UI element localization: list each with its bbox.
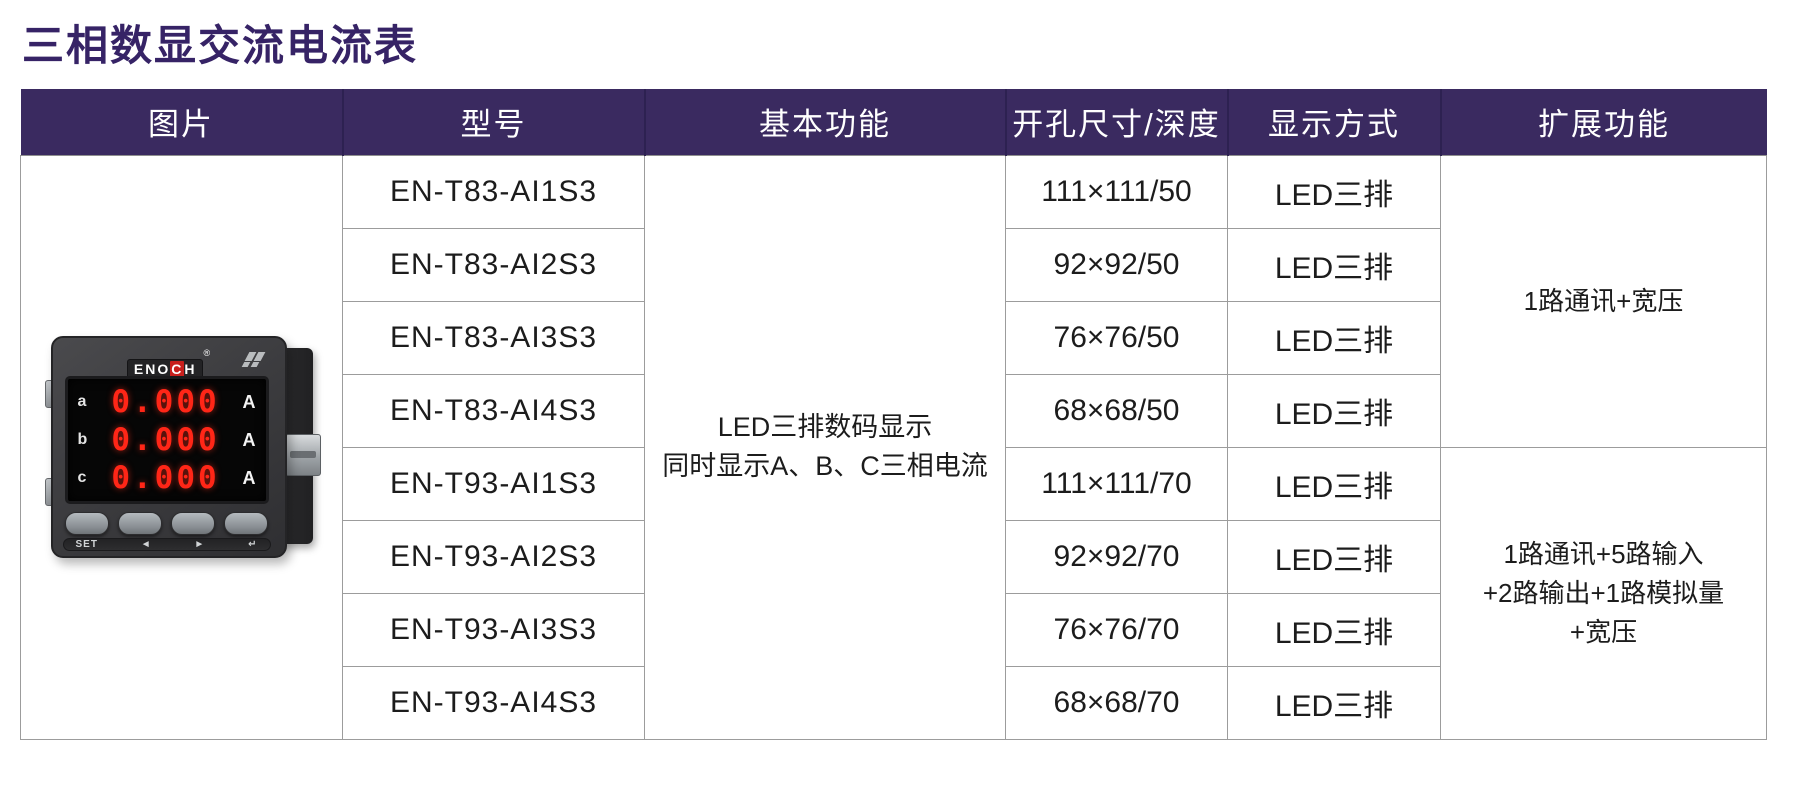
enter-arrow-icon: ↵ bbox=[248, 538, 258, 550]
col-header-model: 型号 bbox=[341, 89, 645, 156]
table-row: EN-T93-AI4S3 68×68/70 LED三排 bbox=[21, 665, 1767, 740]
col-header-display-mode: 显示方式 bbox=[1226, 89, 1441, 156]
meter-logo-row: ENOCH® bbox=[67, 348, 271, 380]
col-header-extended-function: 扩展功能 bbox=[1439, 89, 1767, 156]
table-row: EN-T93-AI1S3 111×111/70 LED三排 1路通讯+5路输入 … bbox=[21, 446, 1767, 740]
cell-size: 92×92/50 bbox=[1005, 227, 1228, 302]
cell-display: LED三排 bbox=[1227, 665, 1441, 740]
cell-size: 76×76/50 bbox=[1005, 300, 1228, 375]
table-row: EN-T83-AI4S3 68×68/50 LED三排 bbox=[21, 373, 1767, 448]
meter-button-row bbox=[64, 512, 269, 535]
cell-size: 92×92/70 bbox=[1005, 519, 1228, 594]
cell-extended-function-group2: 1路通讯+5路输入 +2路输出+1路模拟量 +宽压 bbox=[1440, 446, 1767, 740]
led-value: 0.000 bbox=[111, 422, 220, 458]
cell-model: EN-T93-AI2S3 bbox=[342, 519, 645, 594]
table-row: EN-T83-AI3S3 76×76/50 LED三排 bbox=[21, 300, 1767, 375]
cell-size: 111×111/70 bbox=[1005, 446, 1228, 521]
meter-label-strip: SET ◄ ► ↵ bbox=[62, 538, 271, 551]
cell-extended-function-group1: 1路通讯+宽压 bbox=[1440, 154, 1767, 448]
table-row: EN-T93-AI3S3 76×76/70 LED三排 bbox=[21, 592, 1767, 667]
display-row-b: b 0.000 A bbox=[78, 422, 256, 458]
table-row: EN-T83-AI2S3 92×92/50 LED三排 bbox=[21, 227, 1767, 302]
table-row: ENOCH® a 0.000 A b bbox=[20, 154, 1767, 740]
basic-function-line: LED三排数码显示 bbox=[717, 411, 933, 442]
cell-display: LED三排 bbox=[1227, 154, 1441, 229]
cell-size: 76×76/70 bbox=[1005, 592, 1228, 667]
cell-model: EN-T83-AI2S3 bbox=[342, 227, 645, 302]
product-meter-image: ENOCH® a 0.000 A b bbox=[44, 336, 321, 558]
meter-clip-notch bbox=[289, 451, 316, 458]
phase-label: a bbox=[77, 393, 87, 410]
meter-led-display: a 0.000 A b 0.000 A c 0.000 bbox=[64, 376, 269, 504]
cell-size: 68×68/50 bbox=[1005, 373, 1228, 448]
page-title: 三相数显交流电流表 bbox=[22, 22, 419, 69]
extended-function-line: 1路通讯+5路输入 bbox=[1503, 538, 1704, 569]
registered-mark: ® bbox=[203, 348, 211, 358]
meter-button bbox=[117, 512, 162, 535]
cell-model: EN-T83-AI1S3 bbox=[342, 154, 645, 229]
extended-function-line: 1路通讯+宽压 bbox=[1523, 285, 1684, 316]
cell-model: EN-T93-AI1S3 bbox=[342, 446, 645, 521]
cell-display: LED三排 bbox=[1227, 227, 1441, 302]
display-row-c: c 0.000 A bbox=[78, 460, 256, 496]
table-row: EN-T93-AI2S3 92×92/70 LED三排 bbox=[21, 519, 1767, 594]
brand-slash-icon bbox=[241, 352, 269, 368]
cell-display: LED三排 bbox=[1227, 519, 1441, 594]
col-header-basic-function: 基本功能 bbox=[643, 89, 1006, 156]
meter-mounting-clip bbox=[284, 434, 321, 476]
meter-button bbox=[171, 512, 216, 535]
phase-label: b bbox=[77, 431, 88, 448]
set-label: SET bbox=[75, 538, 98, 550]
extended-function-line: +2路输出+1路模拟量 bbox=[1482, 577, 1725, 608]
cell-display: LED三排 bbox=[1227, 300, 1441, 375]
header-row: 图片 型号 基本功能 开孔尺寸/深度 显示方式 扩展功能 bbox=[20, 89, 1767, 156]
cell-basic-function: LED三排数码显示 同时显示A、B、C三相电流 bbox=[644, 154, 1006, 740]
cell-model: EN-T93-AI3S3 bbox=[342, 592, 645, 667]
cell-size: 111×111/50 bbox=[1005, 154, 1228, 229]
meter-button bbox=[64, 512, 109, 535]
cell-model: EN-T83-AI3S3 bbox=[342, 300, 645, 375]
cell-size: 68×68/70 bbox=[1005, 665, 1228, 740]
extended-function-line: +宽压 bbox=[1569, 616, 1638, 647]
led-value: 0.000 bbox=[111, 460, 220, 496]
display-row-a: a 0.000 A bbox=[78, 384, 256, 420]
cell-display: LED三排 bbox=[1227, 373, 1441, 448]
unit-label: A bbox=[242, 429, 256, 450]
brand-logo: ENOCH bbox=[126, 359, 204, 380]
cell-display: LED三排 bbox=[1227, 592, 1441, 667]
col-header-image: 图片 bbox=[20, 89, 343, 156]
meter-front-panel: ENOCH® a 0.000 A b bbox=[50, 336, 287, 558]
led-value: 0.000 bbox=[111, 384, 220, 420]
basic-function-line: 同时显示A、B、C三相电流 bbox=[662, 451, 988, 481]
right-arrow-icon: ► bbox=[194, 538, 206, 550]
unit-label: A bbox=[242, 467, 256, 488]
phase-label: c bbox=[77, 469, 87, 486]
col-header-hole-size: 开孔尺寸/深度 bbox=[1004, 89, 1228, 156]
cell-model: EN-T93-AI4S3 bbox=[342, 665, 645, 740]
brand-logo-accent: C bbox=[170, 361, 185, 377]
cell-model: EN-T83-AI4S3 bbox=[342, 373, 645, 448]
left-arrow-icon: ◄ bbox=[140, 538, 152, 550]
cell-display: LED三排 bbox=[1227, 446, 1441, 521]
spec-table: 图片 型号 基本功能 开孔尺寸/深度 显示方式 扩展功能 bbox=[20, 89, 1767, 740]
cell-product-image: ENOCH® a 0.000 A b bbox=[20, 154, 343, 740]
unit-label: A bbox=[242, 391, 256, 412]
meter-button bbox=[224, 512, 269, 535]
